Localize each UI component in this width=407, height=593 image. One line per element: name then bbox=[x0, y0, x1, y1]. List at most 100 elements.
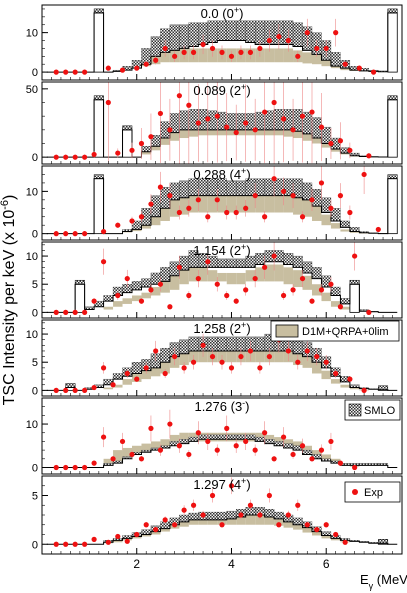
exp-point bbox=[295, 359, 301, 365]
exp-point bbox=[333, 30, 339, 36]
band-bin bbox=[141, 292, 151, 299]
exp-point bbox=[63, 69, 69, 75]
panel-plot-area bbox=[46, 326, 398, 393]
band-bin bbox=[312, 529, 322, 536]
legend-exp-label: Exp bbox=[364, 487, 383, 499]
band-bin bbox=[264, 264, 275, 282]
y-tick-label: 0 bbox=[32, 152, 38, 164]
smlo-bin bbox=[255, 178, 265, 196]
exp-point bbox=[200, 512, 206, 518]
exp-point bbox=[209, 45, 216, 52]
exp-point bbox=[134, 376, 140, 382]
exp-point bbox=[271, 176, 277, 182]
exp-point bbox=[157, 184, 164, 190]
exp-point bbox=[186, 205, 192, 211]
panel-4: 0 5 10 1.154 (2+) bbox=[26, 241, 403, 319]
smlo-bin bbox=[264, 178, 275, 196]
band-bin bbox=[236, 272, 246, 285]
exp-point bbox=[100, 365, 107, 371]
panel-title-energy: 1.154 (2 bbox=[193, 243, 241, 258]
smlo-bin bbox=[311, 267, 322, 279]
exp-point bbox=[224, 292, 230, 299]
exp-point bbox=[361, 387, 367, 393]
exp-point bbox=[285, 348, 291, 354]
band-bin bbox=[122, 379, 132, 385]
exp-point bbox=[200, 41, 206, 48]
band-bin bbox=[312, 284, 322, 296]
exp-point bbox=[124, 538, 130, 544]
exp-point bbox=[280, 434, 287, 440]
exp-point bbox=[295, 502, 301, 508]
exp-point bbox=[63, 309, 69, 315]
band-bin bbox=[349, 388, 360, 390]
smlo-bin bbox=[245, 434, 256, 440]
exp-point bbox=[285, 37, 291, 44]
panel-title-parity: + bbox=[241, 166, 246, 176]
exp-point bbox=[176, 443, 182, 449]
exp-point bbox=[337, 193, 344, 199]
smlo-bin bbox=[264, 439, 275, 444]
band-bin bbox=[321, 58, 331, 67]
smlo-bin bbox=[226, 434, 237, 440]
exp-point bbox=[176, 264, 182, 270]
exp-point bbox=[205, 438, 211, 445]
exp-point bbox=[328, 140, 334, 147]
exp-point bbox=[105, 539, 111, 545]
exp-point bbox=[63, 154, 69, 160]
band-bin bbox=[302, 199, 312, 217]
smlo-bin bbox=[179, 439, 189, 444]
exp-point bbox=[280, 292, 287, 299]
smlo-bin bbox=[150, 36, 161, 57]
y-tick-label: 0 bbox=[32, 67, 38, 79]
panel-title-energy: 0.288 (4 bbox=[193, 167, 241, 182]
exp-point bbox=[356, 65, 362, 71]
exp-point bbox=[72, 464, 78, 471]
panel-6: 0 10 1.276 (3-) bbox=[26, 397, 403, 475]
exp-point bbox=[115, 292, 121, 299]
panel-plot-area bbox=[46, 409, 398, 471]
peak-bin bbox=[74, 283, 86, 313]
band-bin bbox=[321, 370, 331, 380]
panel-3: 0 10 0.288 (4+) bbox=[26, 165, 403, 241]
peak-bin bbox=[387, 99, 398, 158]
y-tick-label: 0 bbox=[32, 307, 38, 319]
band-bin bbox=[283, 267, 294, 285]
smlo-bin bbox=[226, 510, 237, 520]
band-bin bbox=[198, 267, 208, 282]
exp-point bbox=[195, 197, 201, 203]
exp-point bbox=[100, 228, 107, 235]
y-tick-label: 0 bbox=[32, 385, 38, 397]
band-bin bbox=[169, 434, 180, 446]
band-bin bbox=[226, 272, 237, 285]
exp-point bbox=[228, 53, 235, 59]
exp-point bbox=[257, 512, 263, 518]
legend-exp-marker bbox=[352, 489, 358, 495]
peak-bin bbox=[122, 129, 133, 158]
legend-exp: Exp bbox=[344, 481, 401, 503]
exp-point bbox=[224, 425, 230, 431]
band-bin bbox=[160, 281, 170, 293]
band-bin bbox=[150, 287, 161, 296]
band-bin bbox=[207, 270, 218, 282]
exp-point bbox=[72, 387, 78, 393]
band-bin bbox=[150, 143, 161, 151]
peak-bin bbox=[387, 12, 398, 73]
panel-title-close: ) bbox=[246, 243, 250, 258]
smlo-bin bbox=[141, 146, 152, 152]
legend-band: D1M+QRPA+0lim bbox=[270, 320, 400, 342]
exp-point bbox=[347, 209, 353, 216]
exp-point bbox=[214, 447, 220, 453]
exp-point bbox=[318, 447, 325, 453]
smlo-bin bbox=[226, 336, 237, 352]
panel-title: 0.089 (2+) bbox=[193, 82, 250, 98]
smlo-bin bbox=[188, 336, 199, 352]
exp-point bbox=[280, 188, 287, 194]
band-bin bbox=[226, 195, 237, 213]
exp-point bbox=[119, 67, 126, 73]
exp-point bbox=[63, 231, 69, 237]
band-bin bbox=[330, 301, 341, 307]
exp-point bbox=[238, 512, 244, 518]
x-axis: 2 4 6 bbox=[133, 557, 329, 571]
exp-point bbox=[72, 541, 78, 547]
band-bin bbox=[179, 267, 189, 285]
